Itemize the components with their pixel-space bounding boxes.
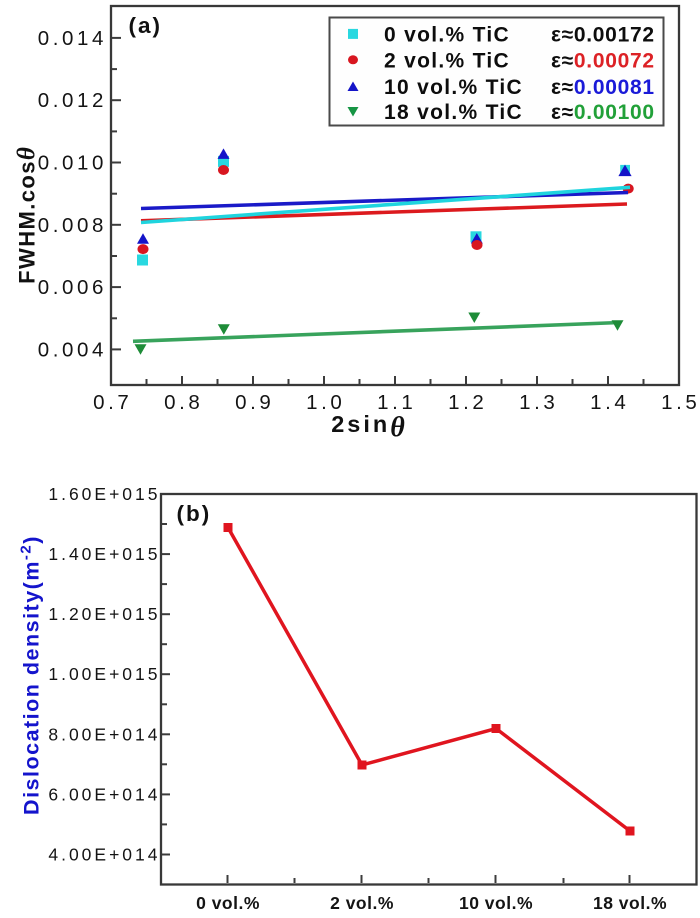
svg-text:(a): (a) <box>129 13 163 38</box>
svg-text:0 vol.% TiC: 0 vol.% TiC <box>384 23 510 46</box>
svg-text:4.00E+014: 4.00E+014 <box>48 845 160 865</box>
svg-text:ε≈0.00072: ε≈0.00072 <box>551 49 655 72</box>
svg-text:1.5: 1.5 <box>661 391 700 414</box>
svg-text:1.00E+015: 1.00E+015 <box>48 664 160 684</box>
svg-text:8.00E+014: 8.00E+014 <box>48 724 160 744</box>
svg-text:1.40E+015: 1.40E+015 <box>48 544 160 564</box>
svg-text:ε≈0.00081: ε≈0.00081 <box>551 76 655 99</box>
svg-text:FWHM.cosθ: FWHM.cosθ <box>14 147 41 284</box>
svg-text:2 vol.% TiC: 2 vol.% TiC <box>384 49 510 72</box>
svg-text:10 vol.%: 10 vol.% <box>459 893 533 913</box>
svg-text:0.9: 0.9 <box>235 391 274 414</box>
svg-text:0.8: 0.8 <box>164 391 203 414</box>
svg-text:1.1: 1.1 <box>377 391 416 414</box>
svg-text:1.4: 1.4 <box>590 391 629 414</box>
svg-text:1.2: 1.2 <box>448 391 487 414</box>
svg-text:ε≈0.00100: ε≈0.00100 <box>551 101 655 124</box>
svg-text:18 vol.%: 18 vol.% <box>593 893 667 913</box>
svg-text:0.012: 0.012 <box>38 89 107 112</box>
svg-text:1.3: 1.3 <box>519 391 558 414</box>
svg-text:0.010: 0.010 <box>38 152 107 175</box>
svg-text:18 vol.% TiC: 18 vol.% TiC <box>384 101 523 124</box>
svg-text:1.0: 1.0 <box>306 391 345 414</box>
svg-text:0.008: 0.008 <box>38 214 107 237</box>
svg-text:10 vol.% TiC: 10 vol.% TiC <box>384 76 523 99</box>
svg-text:0.004: 0.004 <box>38 338 107 361</box>
svg-text:1.20E+015: 1.20E+015 <box>48 604 160 624</box>
svg-text:0.006: 0.006 <box>38 276 107 299</box>
svg-text:0.7: 0.7 <box>93 391 132 414</box>
svg-text:Dislocation density(m-2): Dislocation density(m-2) <box>18 535 44 815</box>
svg-text:6.00E+014: 6.00E+014 <box>48 784 160 804</box>
svg-text:0.014: 0.014 <box>38 27 107 50</box>
svg-text:2 vol.%: 2 vol.% <box>330 893 394 913</box>
svg-text:1.60E+015: 1.60E+015 <box>48 484 160 504</box>
svg-text:ε≈0.00172: ε≈0.00172 <box>551 23 655 46</box>
svg-text:0 vol.%: 0 vol.% <box>196 893 260 913</box>
svg-text:(b): (b) <box>177 501 212 526</box>
